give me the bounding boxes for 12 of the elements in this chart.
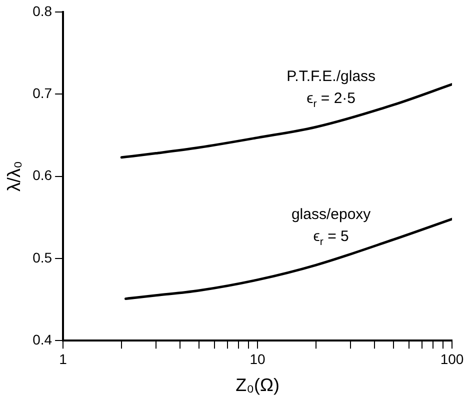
x-tick-label: 1 xyxy=(59,350,68,367)
x-tick-label: 10 xyxy=(250,350,266,367)
y-tick-label: 0.7 xyxy=(32,85,52,102)
y-tick-label: 0.6 xyxy=(32,167,52,184)
series-label: glass/epoxy xyxy=(291,206,372,224)
x-tick-label: 100 xyxy=(440,350,464,367)
y-tick-label: 0.4 xyxy=(32,331,52,348)
y-axis-title: λ/λ₀ xyxy=(4,161,24,192)
y-tick-label: 0.5 xyxy=(32,249,52,266)
y-tick-label: 0.8 xyxy=(32,2,52,19)
series-label: P.T.F.E./glass xyxy=(286,68,376,86)
x-axis-title: Z₀(Ω) xyxy=(236,375,280,396)
